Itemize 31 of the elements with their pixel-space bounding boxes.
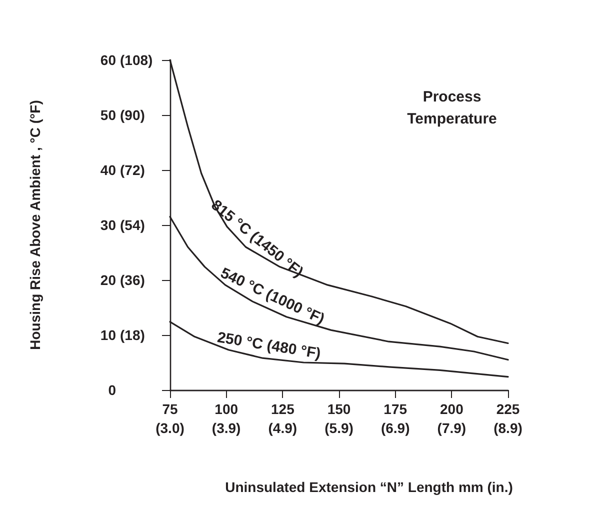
x2-tick-label: (3.0) — [156, 420, 184, 436]
y2-tick-label: (72) — [120, 162, 145, 178]
x2-tick-label: (7.9) — [437, 420, 466, 436]
y2-tick-label: (108) — [120, 52, 153, 68]
annotation: Process Temperature — [407, 88, 497, 128]
y-tick-label: 20 — [100, 272, 116, 288]
x2-tick-label: (8.9) — [494, 420, 522, 436]
y-tick-label: 40 — [100, 162, 116, 178]
y-tick-label: 30 — [100, 217, 116, 233]
x2-tick-label: (5.9) — [324, 420, 354, 436]
x-tick-label: 200 — [440, 401, 464, 417]
x2-tick-label: (4.9) — [268, 420, 298, 436]
y-tick-label: 60 — [100, 52, 116, 68]
y2-tick-label: (18) — [120, 327, 145, 343]
x-tick-label: 225 — [496, 401, 520, 417]
y-tick-label: 50 — [100, 107, 116, 123]
x-tick-label: 150 — [327, 401, 351, 417]
x2-tick-label: (6.9) — [380, 420, 410, 436]
x-tick-label: 100 — [214, 401, 238, 417]
x-tick-label: 125 — [270, 401, 295, 417]
x-axis-title: Uninsulated Extension “N” Length mm (in.) — [225, 479, 513, 495]
y-tick-label: 0 — [108, 382, 116, 398]
y2-tick-label: (54) — [120, 217, 145, 233]
y-tick-label: 10 — [100, 327, 116, 343]
x-tick-label: 175 — [384, 401, 408, 417]
y2-tick-label: (90) — [120, 107, 145, 123]
y-axis-title: Housing Rise Above Ambient , °C (°F) — [27, 100, 43, 350]
y2-tick-label: (36) — [120, 272, 145, 288]
x2-tick-label: (3.9) — [212, 420, 241, 436]
text: 250 °C (480 °F) — [216, 328, 322, 362]
x-tick-label: 75 — [162, 401, 178, 417]
